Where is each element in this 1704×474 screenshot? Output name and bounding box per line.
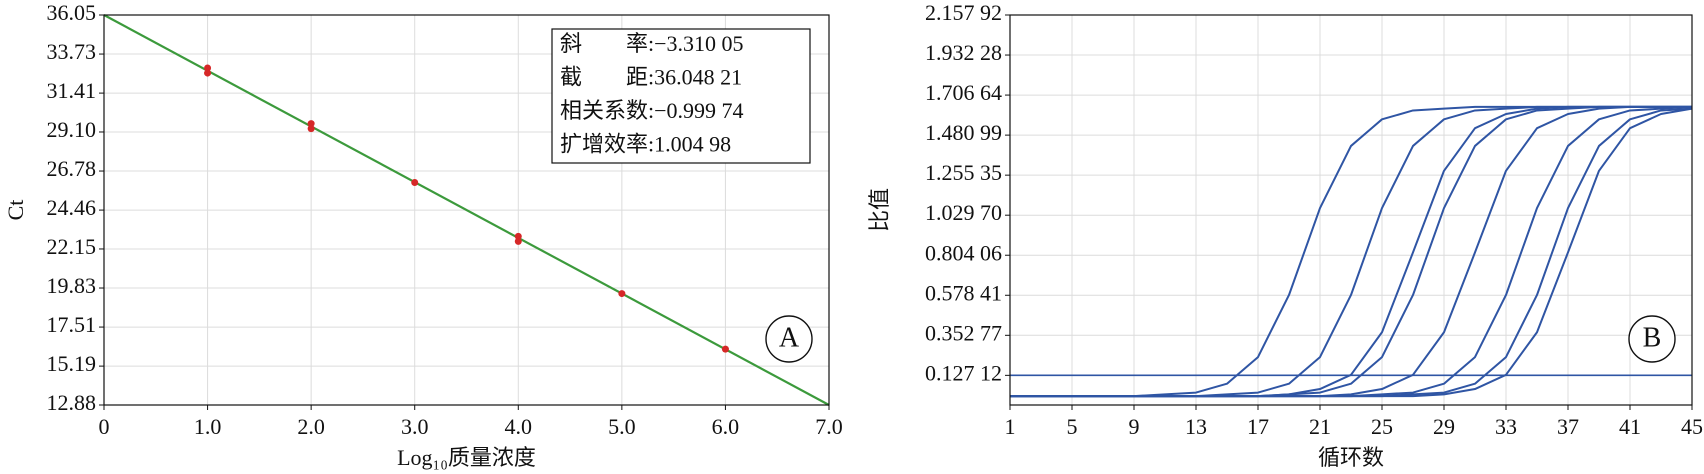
y-tick-label: 2.157 92 — [925, 0, 1002, 25]
panel-label: A — [779, 322, 800, 353]
y-axis-label: 比值 — [867, 188, 892, 232]
x-tick-label: 41 — [1619, 414, 1641, 439]
y-tick-label: 0.127 12 — [925, 360, 1002, 385]
y-tick-label: 1.029 70 — [925, 200, 1002, 225]
y-tick-label: 31.41 — [47, 78, 97, 103]
y-tick-label: 0.352 77 — [925, 320, 1002, 345]
amplification-curve — [1010, 105, 1692, 398]
x-tick-label: 3.0 — [401, 414, 429, 439]
x-axis-label: 循环数 — [1318, 445, 1384, 470]
x-tick-label: 5.0 — [608, 414, 636, 439]
y-tick-label: 1.706 64 — [925, 80, 1002, 105]
panel-label-circle — [765, 315, 813, 363]
point — [721, 345, 729, 353]
y-tick-label: 26.78 — [47, 156, 97, 181]
x-tick-label: 2.0 — [297, 414, 325, 439]
x-tick-label: 6.0 — [712, 414, 740, 439]
x-tick-label: 9 — [1129, 414, 1140, 439]
plot-frame — [1009, 14, 1693, 406]
x-tick-label: 7.0 — [815, 414, 843, 439]
y-tick-label: 29.10 — [47, 117, 97, 142]
x-tick-label: 29 — [1433, 414, 1455, 439]
point — [411, 178, 419, 186]
point — [618, 290, 626, 298]
y-tick-label: 33.73 — [47, 39, 97, 64]
panel-label: B — [1643, 322, 1662, 353]
y-tick-label: 1.255 35 — [925, 160, 1002, 185]
amplification-curve — [1010, 105, 1692, 398]
point — [204, 64, 212, 72]
x-tick-label: 1 — [1005, 414, 1016, 439]
annotation: 扩增效率:1.004 98 — [560, 131, 731, 156]
y-tick-label: 1.480 99 — [925, 120, 1002, 145]
plot-frame — [103, 14, 830, 406]
amplification-curve — [1010, 105, 1692, 398]
y-tick-label: 22.15 — [47, 234, 97, 259]
annotation-box — [551, 28, 811, 164]
point — [514, 232, 522, 240]
point — [204, 69, 212, 77]
y-tick-label: 24.46 — [47, 195, 97, 220]
y-tick-label: 0.804 06 — [925, 240, 1002, 265]
annotation: 截 距:36.048 21 — [560, 64, 742, 89]
x-tick-label: 25 — [1371, 414, 1393, 439]
x-tick-label: 37 — [1557, 414, 1579, 439]
annotation: 相关系数:−0.999 74 — [560, 98, 744, 123]
point — [307, 120, 315, 128]
x-tick-label: 17 — [1247, 414, 1269, 439]
amplification-curve — [1010, 105, 1692, 398]
point — [514, 237, 522, 245]
x-axis-label: Log₁₀质量浓度 — [397, 445, 536, 470]
y-tick-label: 17.51 — [47, 312, 97, 337]
y-tick-label: 12.88 — [47, 390, 97, 415]
amplification-curve — [1010, 105, 1692, 398]
y-tick-label: 1.932 28 — [925, 40, 1002, 65]
y-tick-label: 15.19 — [47, 351, 97, 376]
amplification-curve — [1010, 105, 1693, 398]
x-tick-label: 45 — [1681, 414, 1703, 439]
x-tick-label: 13 — [1185, 414, 1207, 439]
x-tick-label: 4.0 — [505, 414, 533, 439]
y-tick-label: 0.578 41 — [925, 280, 1002, 305]
annotation: 斜 率:−3.310 05 — [560, 31, 744, 56]
x-tick-label: 33 — [1495, 414, 1517, 439]
x-tick-label: 5 — [1067, 414, 1078, 439]
point — [307, 125, 315, 133]
panel-label-circle — [1628, 315, 1676, 363]
x-tick-label: 0 — [99, 414, 110, 439]
amplification-curve — [1010, 107, 1693, 398]
x-tick-label: 21 — [1309, 414, 1331, 439]
x-tick-label: 1.0 — [194, 414, 222, 439]
y-axis-label: Ct — [3, 200, 28, 221]
fit-line — [103, 14, 830, 406]
y-tick-label: 19.83 — [47, 273, 97, 298]
y-tick-label: 36.05 — [47, 0, 97, 25]
amplification-curve — [1010, 107, 1693, 398]
